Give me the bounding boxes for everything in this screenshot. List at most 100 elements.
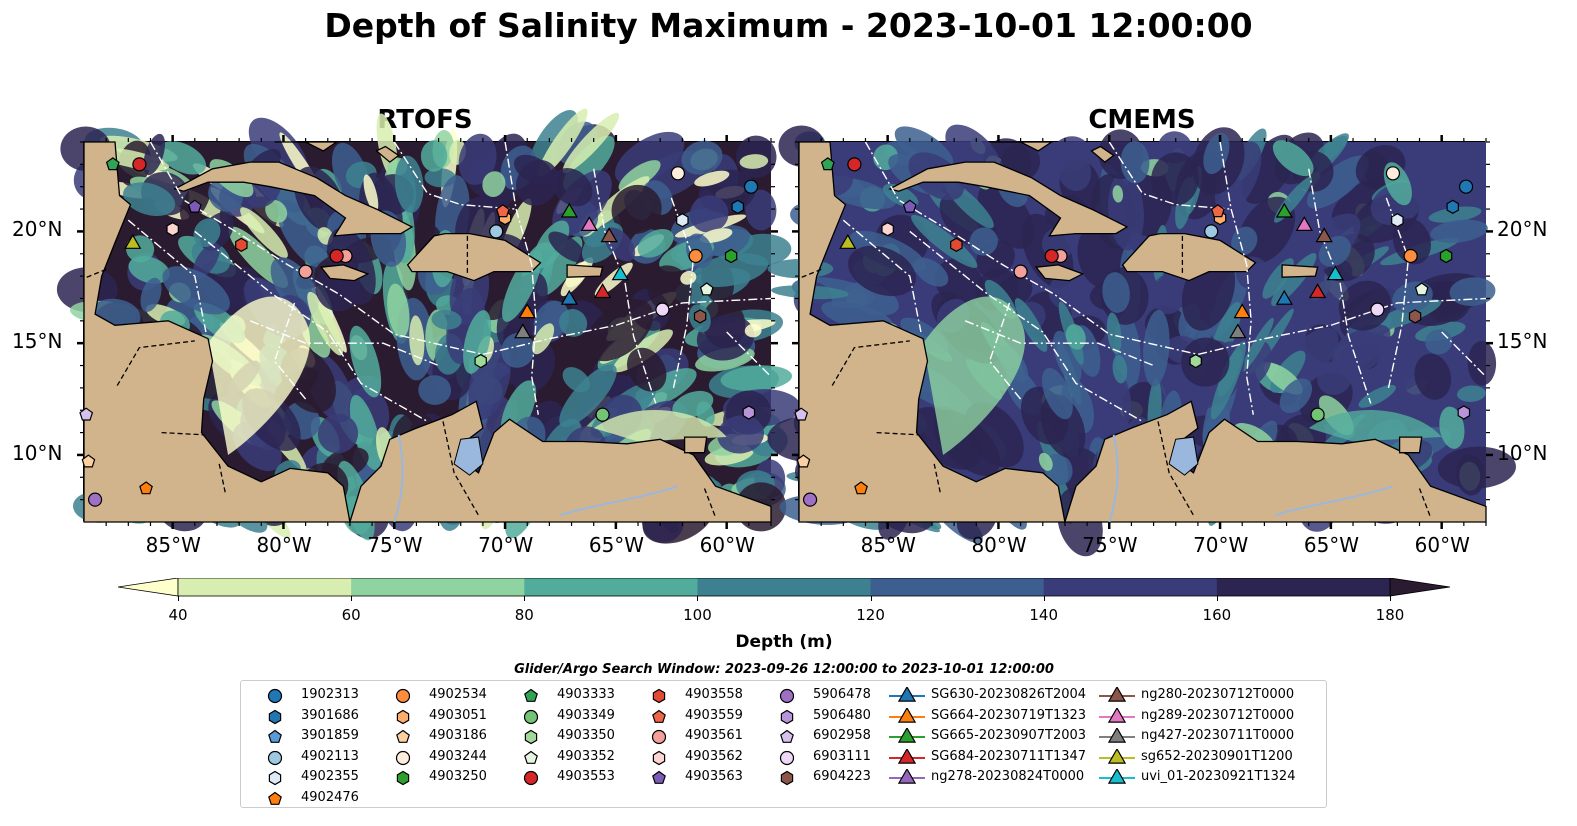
colorbar-bin <box>870 578 1045 596</box>
coastal-plume <box>923 296 1026 455</box>
lat-tick-label: 10°N <box>1497 440 1548 465</box>
marker-uvi_01-20230921T1324 <box>611 265 629 281</box>
colorbar-tick <box>178 596 179 601</box>
marker-3901686 <box>1446 199 1460 214</box>
colorbar-bin <box>1216 578 1391 596</box>
observation-markers <box>794 157 1474 507</box>
landmass <box>1121 232 1257 282</box>
legend-marker <box>1107 728 1127 743</box>
marker-6904223 <box>693 309 707 324</box>
colorbar-tick-label: 120 <box>856 606 885 624</box>
legend-label: 4903558 <box>685 687 743 702</box>
legend-label: 4903333 <box>557 687 615 702</box>
shelf-field <box>1308 410 1442 442</box>
legend-label: 4903563 <box>685 769 743 785</box>
legend-label: 4903244 <box>429 748 487 764</box>
colorbar-tick <box>870 596 872 601</box>
marker-4903333 <box>820 157 835 171</box>
legend-label: 5906480 <box>813 707 871 723</box>
colorbar-tick <box>697 596 699 601</box>
legend-marker <box>524 729 538 745</box>
marker-4903553 <box>329 248 344 264</box>
marker-SG684-20230711T1347 <box>593 283 612 299</box>
marker-4903352 <box>699 282 714 296</box>
landmass <box>349 400 772 523</box>
legend-label: 4903561 <box>685 728 743 744</box>
legend-marker <box>268 771 282 786</box>
landmass <box>1064 400 1487 523</box>
map-cmems[interactable] <box>767 124 1516 557</box>
colorbar-bin <box>351 578 525 596</box>
legend-label: 4902476 <box>301 790 359 805</box>
landmass <box>274 141 339 152</box>
colorbar-tick-label: 40 <box>168 606 188 624</box>
panel-title-rtofs: RTOFS <box>377 105 473 135</box>
marker-4903563 <box>902 199 917 213</box>
figure-title: Depth of Salinity Maximum - 2023-10-01 1… <box>324 6 1253 45</box>
lat-tick-label: 20°N <box>12 217 63 242</box>
landmass <box>1034 264 1085 282</box>
marker-ng280-20230712T0000 <box>600 227 618 243</box>
marker-4903553 <box>1044 248 1059 264</box>
lon-tick-label: 70°W <box>1193 533 1249 557</box>
marker-SG630-20230826T2004 <box>560 289 578 305</box>
colorbar-tick <box>524 596 526 601</box>
legend-marker <box>1107 748 1127 764</box>
legend-marker <box>267 688 283 704</box>
eez-boundaries <box>127 141 772 423</box>
legend-label: 4903250 <box>429 769 487 785</box>
legend-marker <box>396 709 410 724</box>
legend-marker <box>897 687 917 702</box>
lat-tick-label: 10°N <box>12 440 63 465</box>
legend-label: 3901859 <box>301 728 359 744</box>
colorbar-bin <box>697 578 872 596</box>
marker-6903111 <box>1370 302 1385 317</box>
landmass <box>375 145 400 163</box>
land <box>798 141 1487 523</box>
river <box>1108 434 1119 523</box>
legend-marker <box>267 750 283 765</box>
landmass <box>888 161 1129 237</box>
legend-marker <box>779 750 795 765</box>
colorbar-tick <box>351 596 353 601</box>
legend-marker <box>396 729 410 744</box>
marker-4903333 <box>105 157 120 171</box>
legend-label: 6904223 <box>813 769 871 785</box>
lon-tick-label: 80°W <box>971 533 1027 557</box>
legend-marker <box>1107 769 1127 785</box>
colorbar-tick-label: 140 <box>1029 606 1059 624</box>
landmass <box>798 141 1066 523</box>
legend-marker <box>652 688 666 704</box>
lon-tick-label: 85°W <box>860 533 916 557</box>
marker-4903563 <box>187 199 202 213</box>
legend-marker <box>524 688 538 702</box>
legend-marker <box>523 709 539 724</box>
marker-sg652-20230901T1200 <box>839 233 857 249</box>
legend-label: 4903553 <box>557 769 615 785</box>
marker-6902958 <box>794 407 809 421</box>
marker-ng280-20230712T0000 <box>1315 227 1333 243</box>
legend-label: 6902958 <box>813 728 871 744</box>
marker-ng427-20230711T0000 <box>514 323 532 339</box>
legend-label: 4903562 <box>685 748 743 764</box>
legend-label: uvi_01-20230921T1324 <box>1141 769 1296 785</box>
colorbar-extend-high <box>1389 578 1451 597</box>
legend-label: 6903111 <box>813 748 871 764</box>
colorbar-tick <box>1390 596 1391 601</box>
lon-tick-label: 80°W <box>256 533 312 557</box>
legend-label: SG630-20230826T2004 <box>931 687 1087 702</box>
marker-4903352 <box>1414 282 1429 296</box>
legend-marker <box>268 729 282 744</box>
lon-tick-label: 75°W <box>1082 533 1138 557</box>
legend-marker <box>1107 687 1127 702</box>
legend-marker <box>396 771 410 786</box>
map-rtofs[interactable] <box>56 108 801 544</box>
landmass <box>566 264 604 278</box>
coastal-plume <box>208 296 311 455</box>
borders <box>798 235 1432 518</box>
landmass <box>83 141 351 523</box>
marker-4903553 <box>847 157 862 172</box>
legend-label: ng427-20230711T0000 <box>1141 728 1295 744</box>
marker-uvi_01-20230921T1324 <box>1326 265 1344 281</box>
marker-SG664-20230719T1323 <box>1233 303 1251 319</box>
